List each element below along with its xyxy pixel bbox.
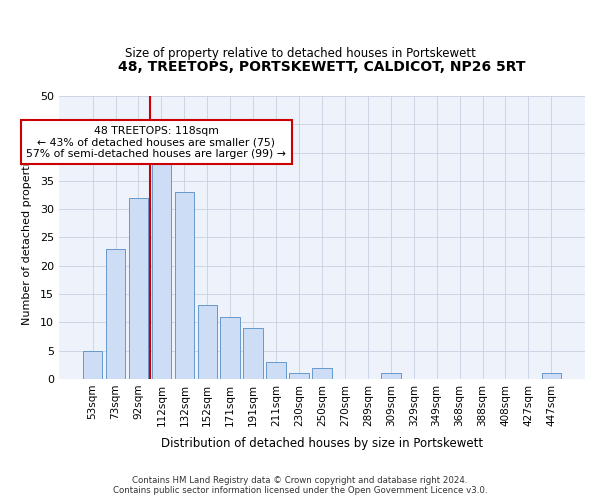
Bar xyxy=(542,373,561,379)
Bar xyxy=(312,368,332,379)
X-axis label: Distribution of detached houses by size in Portskewett: Distribution of detached houses by size … xyxy=(161,437,483,450)
Bar xyxy=(220,316,240,379)
Bar xyxy=(83,350,103,379)
Bar xyxy=(152,147,171,379)
Text: 48 TREETOPS: 118sqm
← 43% of detached houses are smaller (75)
57% of semi-detach: 48 TREETOPS: 118sqm ← 43% of detached ho… xyxy=(26,126,286,159)
Bar xyxy=(197,306,217,379)
Bar xyxy=(129,198,148,379)
Bar xyxy=(381,373,401,379)
Bar xyxy=(106,249,125,379)
Bar xyxy=(244,328,263,379)
Title: 48, TREETOPS, PORTSKEWETT, CALDICOT, NP26 5RT: 48, TREETOPS, PORTSKEWETT, CALDICOT, NP2… xyxy=(118,60,526,74)
Bar xyxy=(266,362,286,379)
Text: Contains HM Land Registry data © Crown copyright and database right 2024.
Contai: Contains HM Land Registry data © Crown c… xyxy=(113,476,487,495)
Text: Size of property relative to detached houses in Portskewett: Size of property relative to detached ho… xyxy=(125,48,475,60)
Y-axis label: Number of detached properties: Number of detached properties xyxy=(22,150,32,325)
Bar xyxy=(289,373,309,379)
Bar xyxy=(175,192,194,379)
